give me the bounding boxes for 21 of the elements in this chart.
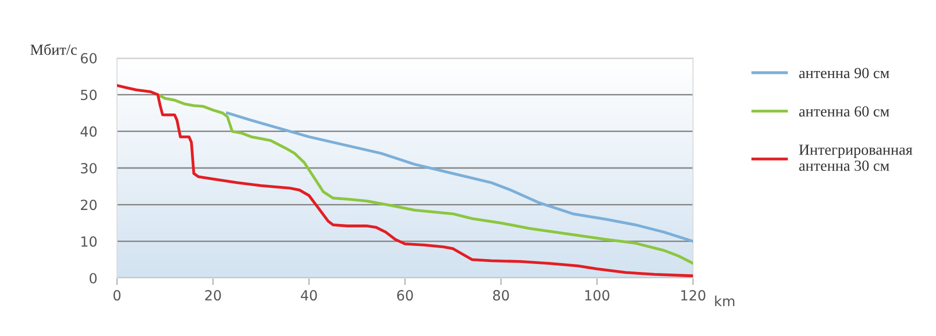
line-series bbox=[226, 112, 693, 243]
x-tick-label: 0 bbox=[113, 290, 120, 301]
y-tick-label: 10 bbox=[81, 236, 97, 247]
y-tick-label: 50 bbox=[80, 90, 97, 100]
legend-label: антенна 90 см bbox=[799, 68, 890, 78]
x-tick-label: 60 bbox=[397, 290, 413, 301]
y-tick-label: 0 bbox=[90, 272, 97, 284]
x-tick-label: 120 bbox=[681, 290, 706, 301]
legend-label: антенна 60 см bbox=[799, 106, 890, 117]
legend-label: Интегрированная антенна 30 см bbox=[799, 144, 912, 171]
x-tick-label: 40 bbox=[300, 290, 317, 301]
y-tick-label: 20 bbox=[80, 200, 97, 210]
x-tick-label: 20 bbox=[205, 290, 221, 301]
y-axis-title: Мбит/с bbox=[30, 44, 77, 55]
x-axis-title: km bbox=[715, 296, 734, 306]
y-tick-label: 30 bbox=[80, 162, 97, 174]
line-series bbox=[156, 93, 693, 265]
x-tick-label: 100 bbox=[585, 290, 610, 301]
x-tick-label: 80 bbox=[493, 290, 509, 301]
y-tick-label: 40 bbox=[80, 126, 97, 137]
y-tick-label: 60 bbox=[80, 52, 97, 64]
